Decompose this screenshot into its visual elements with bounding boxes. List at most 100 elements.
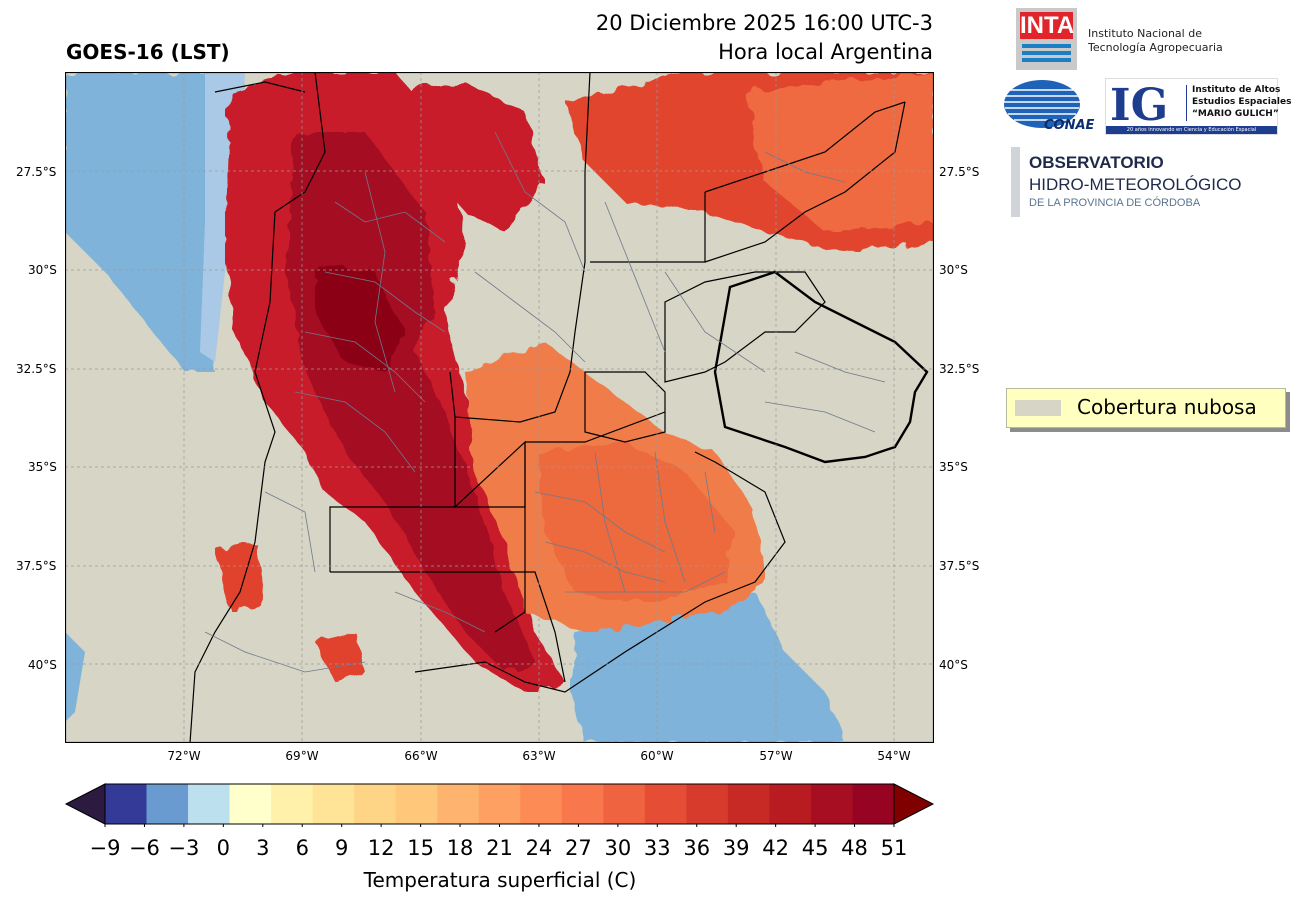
inta-name-line1: Instituto Nacional de bbox=[1088, 27, 1202, 40]
inta-logo-mark: INTA bbox=[1020, 12, 1075, 39]
map-title: GOES-16 (LST) bbox=[66, 40, 230, 64]
colorbar-cell bbox=[312, 784, 355, 824]
lon-label: 69°W bbox=[285, 749, 319, 763]
warm-patch-south bbox=[315, 632, 365, 682]
colorbar-cell bbox=[520, 784, 563, 824]
colorbar-tick-label: 21 bbox=[486, 836, 513, 860]
ig-logo-separator bbox=[1186, 85, 1187, 121]
local-time-label: Hora local Argentina bbox=[718, 40, 933, 64]
uruguay-border bbox=[713, 270, 929, 464]
colorbar-cell bbox=[437, 784, 480, 824]
colorbar-tick-label: 51 bbox=[880, 836, 908, 860]
cloud-cover-label: Cobertura nubosa bbox=[1077, 395, 1257, 419]
colorbar-over-arrow bbox=[893, 783, 935, 825]
inta-name-line2: Tecnología Agropecuaria bbox=[1088, 41, 1223, 54]
colorbar-tick-label: 39 bbox=[722, 836, 750, 860]
lat-label-left: 27.5°S bbox=[16, 165, 57, 179]
datetime-label: 20 Diciembre 2025 16:00 UTC-3 bbox=[595, 11, 933, 35]
lon-label: 72°W bbox=[167, 749, 201, 763]
ig-line3: “MARIO GULICH” bbox=[1192, 109, 1279, 119]
colorbar-cell bbox=[603, 784, 646, 824]
lat-label-left: 40°S bbox=[28, 658, 57, 672]
lat-label-right: 40°S bbox=[939, 658, 968, 672]
colorbar-tick-label: 42 bbox=[762, 836, 789, 860]
conae-logo bbox=[1004, 80, 1080, 128]
lat-label-left: 30°S bbox=[28, 263, 57, 277]
ig-logo-mark: IG bbox=[1110, 80, 1169, 131]
conae-logo-text: CONAE bbox=[1044, 118, 1095, 133]
colorbar-cell bbox=[686, 784, 729, 824]
observatorio-line3: DE LA PROVINCIA DE CÓRDOBA bbox=[1029, 197, 1201, 209]
lon-label: 66°W bbox=[404, 749, 438, 763]
colorbar-cell bbox=[395, 784, 438, 824]
colorbar-cell bbox=[727, 784, 770, 824]
colorbar bbox=[64, 783, 935, 827]
inta-logo-bar bbox=[1022, 58, 1071, 62]
lon-label: 57°W bbox=[759, 749, 793, 763]
lat-label-right: 30°S bbox=[939, 263, 968, 277]
ig-tagline: 20 años innovando en Ciencia y Educación… bbox=[1106, 126, 1277, 134]
colorbar-tick-label: −6 bbox=[128, 836, 160, 860]
pacific-ocean-south bbox=[65, 632, 85, 722]
lon-label: 54°W bbox=[877, 749, 911, 763]
inta-logo-bar bbox=[1022, 44, 1071, 48]
warm-patch-southwest bbox=[215, 542, 265, 612]
colorbar-cell bbox=[852, 784, 895, 824]
colorbar-cell bbox=[810, 784, 853, 824]
colorbar-tick-label: 9 bbox=[335, 836, 349, 860]
pacific-ocean bbox=[65, 72, 245, 372]
colorbar-cell bbox=[769, 784, 812, 824]
colorbar-tick-label: 3 bbox=[256, 836, 270, 860]
colorbar-title: Temperatura superficial (C) bbox=[363, 868, 637, 892]
cloud-cover-swatch bbox=[1015, 400, 1061, 416]
colorbar-tick-label: 27 bbox=[565, 836, 592, 860]
colorbar-cell bbox=[478, 784, 521, 824]
colorbar-cell bbox=[644, 784, 687, 824]
colorbar-tick-label: 6 bbox=[295, 836, 309, 860]
borders bbox=[189, 72, 906, 743]
lat-label-right: 32.5°S bbox=[939, 362, 980, 376]
colorbar-tick-label: 18 bbox=[446, 836, 474, 860]
observatorio-logo-bar bbox=[1011, 147, 1020, 217]
lat-label-left: 32.5°S bbox=[16, 362, 57, 376]
ig-line2: Estudios Espaciales bbox=[1192, 97, 1292, 107]
observatorio-line1: OBSERVATORIO bbox=[1029, 153, 1164, 172]
map-border bbox=[65, 72, 934, 743]
department-lines bbox=[204, 131, 886, 673]
lst-map bbox=[65, 72, 934, 743]
colorbar-tick-label: 0 bbox=[216, 836, 231, 860]
atlantic-ocean bbox=[570, 592, 845, 743]
colorbar-cell bbox=[229, 784, 272, 824]
lat-label-left: 35°S bbox=[28, 460, 57, 474]
warm-region-north bbox=[375, 82, 545, 232]
colorbar-tick-label: 36 bbox=[683, 836, 711, 860]
lat-label-right: 27.5°S bbox=[939, 165, 980, 179]
inta-logo: INTA bbox=[1016, 8, 1077, 70]
lon-label: 60°W bbox=[640, 749, 674, 763]
colorbar-cell bbox=[188, 784, 231, 824]
colorbar-tick-label: 45 bbox=[801, 836, 829, 860]
lat-label-right: 37.5°S bbox=[939, 559, 980, 573]
inta-logo-bar bbox=[1022, 51, 1071, 55]
warm-region-pampas-2 bbox=[535, 442, 735, 602]
colorbar-tick-label: 12 bbox=[367, 836, 395, 860]
observatorio-line2: HIDRO-METEOROLÓGICO bbox=[1029, 175, 1242, 194]
colorbar-cell bbox=[105, 784, 148, 824]
cloud-cover-legend: Cobertura nubosa bbox=[1006, 388, 1286, 428]
lat-label-right: 35°S bbox=[939, 460, 968, 474]
colorbar-cell bbox=[354, 784, 397, 824]
colorbar-tick-label: −9 bbox=[89, 836, 121, 860]
ig-logo: IG Instituto de Altos Estudios Espaciale… bbox=[1105, 78, 1291, 135]
warm-region-northeast-2 bbox=[745, 72, 934, 232]
colorbar-tick-label: 30 bbox=[604, 836, 632, 860]
colorbar-tick-label: 24 bbox=[525, 836, 553, 860]
graticule bbox=[65, 72, 934, 743]
ig-line1: Instituto de Altos bbox=[1192, 85, 1281, 95]
colorbar-tick-label: 48 bbox=[841, 836, 868, 860]
hottest-patch bbox=[315, 262, 405, 372]
colorbar-cell bbox=[561, 784, 604, 824]
colorbar-cell bbox=[271, 784, 314, 824]
colorbar-tick-label: 33 bbox=[643, 836, 671, 860]
lon-label: 63°W bbox=[522, 749, 556, 763]
colorbar-tick-label: 15 bbox=[407, 836, 434, 860]
